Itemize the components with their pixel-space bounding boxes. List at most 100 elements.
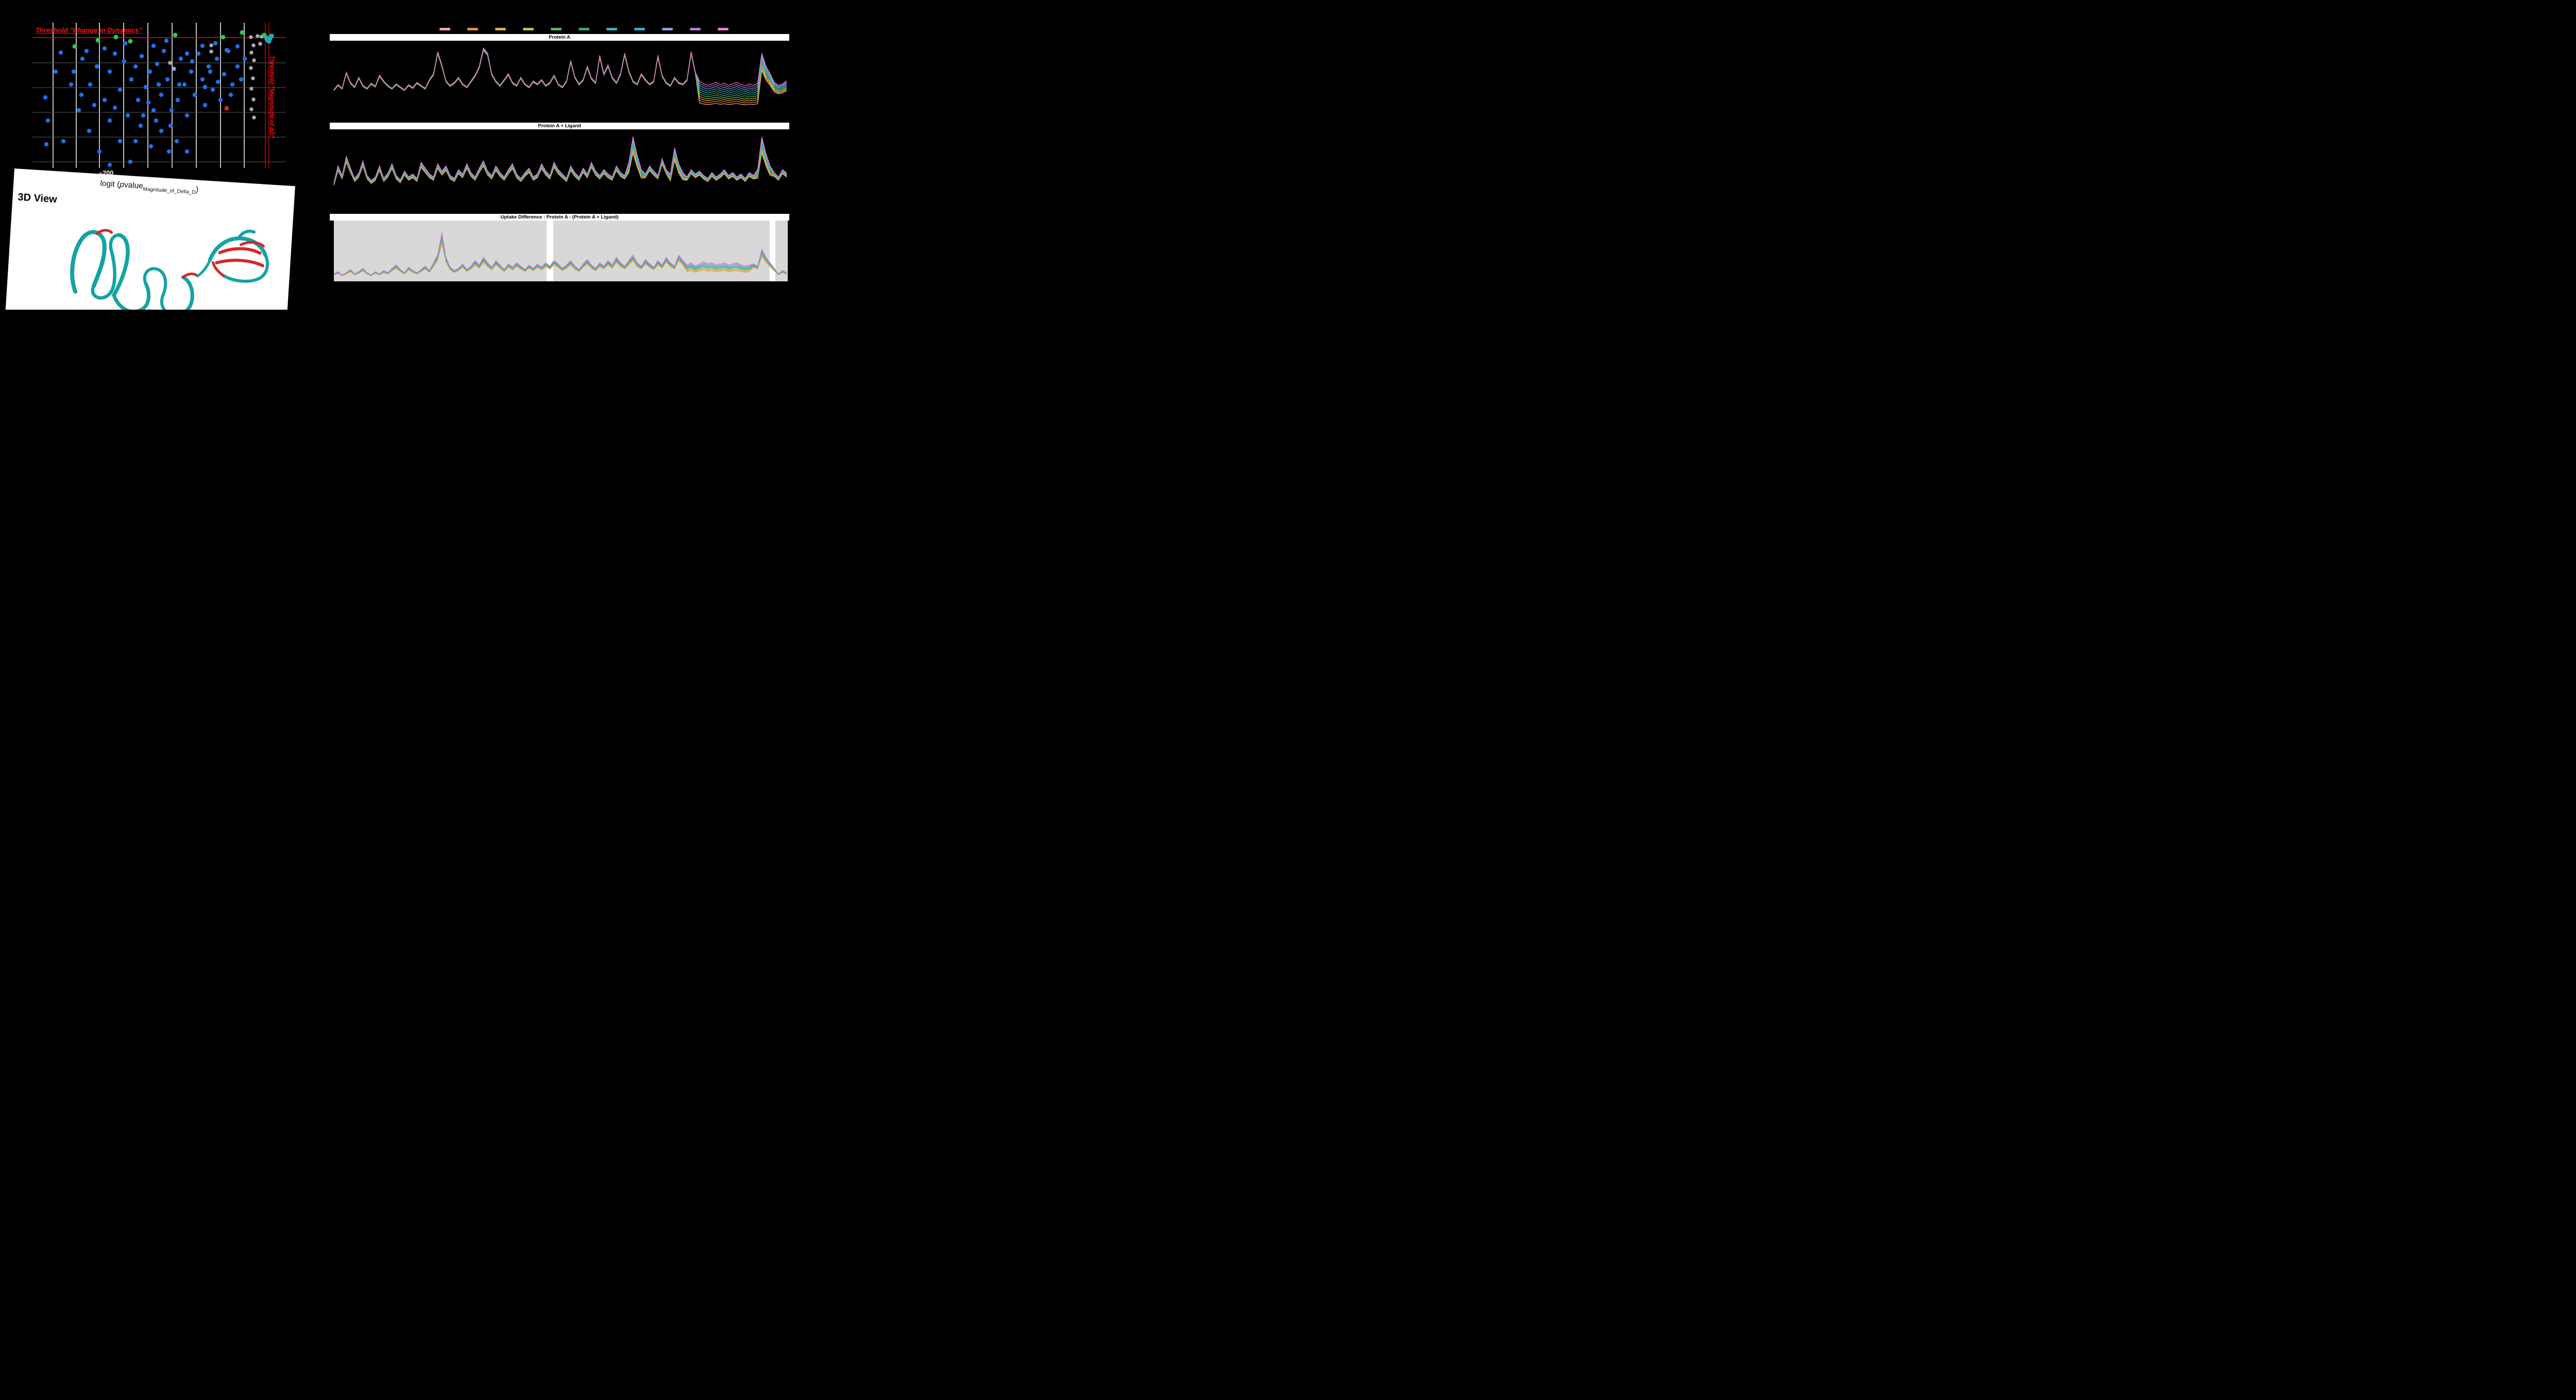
volcano-point[interactable]: [218, 97, 223, 103]
protein-3d-structure[interactable]: [30, 209, 283, 310]
uptake-trace[interactable]: [333, 153, 787, 186]
volcano-point[interactable]: [214, 56, 219, 61]
volcano-point[interactable]: [200, 43, 205, 48]
volcano-point[interactable]: [61, 139, 66, 144]
volcano-point[interactable]: [256, 34, 260, 38]
legend-color-dash[interactable]: [662, 28, 673, 30]
volcano-point[interactable]: [172, 66, 176, 71]
volcano-point[interactable]: [71, 69, 76, 74]
volcano-point[interactable]: [45, 118, 50, 123]
volcano-plot-canvas[interactable]: [32, 23, 286, 168]
volcano-point[interactable]: [184, 51, 190, 56]
volcano-point[interactable]: [251, 76, 255, 80]
volcano-point[interactable]: [249, 107, 253, 111]
volcano-point[interactable]: [123, 41, 128, 46]
volcano-point[interactable]: [249, 87, 253, 91]
volcano-point[interactable]: [224, 47, 229, 53]
volcano-point[interactable]: [129, 77, 134, 82]
volcano-point[interactable]: [190, 59, 195, 64]
volcano-point[interactable]: [79, 92, 84, 97]
volcano-point[interactable]: [177, 82, 182, 87]
legend-color-dash[interactable]: [634, 28, 645, 30]
volcano-point[interactable]: [107, 69, 112, 74]
volcano-point[interactable]: [206, 64, 211, 69]
legend-color-dash[interactable]: [690, 28, 701, 30]
volcano-plot[interactable]: Threshold "Change in Dynamics" Threshold…: [32, 23, 286, 168]
volcano-point[interactable]: [128, 39, 133, 44]
volcano-point[interactable]: [200, 77, 205, 82]
volcano-point[interactable]: [138, 123, 143, 128]
series-legend[interactable]: [439, 28, 728, 31]
legend-color-dash[interactable]: [551, 28, 562, 30]
volcano-point[interactable]: [168, 61, 172, 65]
volcano-point[interactable]: [84, 48, 89, 54]
volcano-point[interactable]: [215, 79, 221, 85]
volcano-point[interactable]: [113, 35, 118, 40]
volcano-point[interactable]: [107, 118, 112, 123]
volcano-point[interactable]: [102, 97, 107, 103]
uptake-trace[interactable]: [333, 47, 787, 90]
uptake-trace[interactable]: [333, 151, 787, 185]
volcano-point[interactable]: [235, 44, 240, 49]
volcano-point[interactable]: [265, 37, 270, 42]
volcano-point[interactable]: [117, 139, 123, 144]
volcano-point[interactable]: [182, 82, 187, 87]
volcano-point[interactable]: [165, 77, 170, 82]
volcano-point[interactable]: [252, 115, 256, 120]
volcano-point[interactable]: [148, 144, 154, 149]
volcano-point[interactable]: [242, 56, 247, 61]
volcano-point[interactable]: [184, 113, 190, 118]
volcano-point[interactable]: [44, 142, 49, 147]
volcano-point[interactable]: [141, 113, 146, 118]
legend-color-dash[interactable]: [467, 28, 478, 30]
volcano-point[interactable]: [222, 72, 227, 77]
volcano-point[interactable]: [151, 43, 156, 48]
volcano-point[interactable]: [122, 59, 127, 64]
uptake-trace[interactable]: [333, 232, 787, 275]
volcano-point[interactable]: [43, 95, 48, 100]
uptake-difference-plot[interactable]: [332, 221, 789, 281]
volcano-point[interactable]: [159, 128, 164, 133]
volcano-point[interactable]: [139, 54, 144, 59]
volcano-point[interactable]: [166, 149, 172, 154]
volcano-point[interactable]: [155, 61, 160, 66]
volcano-point[interactable]: [192, 92, 197, 97]
volcano-point[interactable]: [69, 82, 74, 87]
legend-color-dash[interactable]: [495, 28, 506, 30]
volcano-point[interactable]: [76, 108, 81, 113]
volcano-point[interactable]: [97, 149, 102, 154]
volcano-point[interactable]: [168, 123, 173, 128]
volcano-point[interactable]: [88, 82, 93, 87]
volcano-point[interactable]: [147, 69, 152, 74]
volcano-point[interactable]: [112, 51, 117, 56]
uptake-plot-protein-a-ligand[interactable]: [332, 130, 789, 208]
volcano-point[interactable]: [161, 48, 166, 54]
volcano-point[interactable]: [213, 41, 218, 46]
volcano-point[interactable]: [221, 35, 226, 40]
volcano-point[interactable]: [128, 159, 133, 164]
volcano-point[interactable]: [249, 66, 253, 70]
volcano-point[interactable]: [269, 33, 274, 39]
volcano-point[interactable]: [58, 50, 63, 55]
volcano-point[interactable]: [94, 64, 99, 69]
volcano-point[interactable]: [95, 38, 100, 43]
volcano-point[interactable]: [154, 118, 159, 123]
uptake-trace[interactable]: [333, 49, 787, 102]
legend-color-dash[interactable]: [579, 28, 589, 30]
uptake-trace[interactable]: [333, 48, 787, 94]
uptake-trace[interactable]: [333, 49, 787, 104]
volcano-point[interactable]: [87, 128, 92, 133]
volcano-point[interactable]: [173, 32, 178, 38]
uptake-trace[interactable]: [333, 49, 787, 106]
volcano-point[interactable]: [258, 42, 262, 46]
volcano-point[interactable]: [209, 43, 213, 47]
volcano-point[interactable]: [174, 139, 179, 144]
volcano-point[interactable]: [133, 139, 138, 144]
volcano-point[interactable]: [235, 64, 240, 69]
volcano-point[interactable]: [202, 85, 208, 90]
volcano-point[interactable]: [164, 38, 169, 43]
volcano-point[interactable]: [133, 64, 138, 69]
volcano-point[interactable]: [117, 87, 123, 92]
volcano-point[interactable]: [80, 56, 85, 61]
volcano-point[interactable]: [125, 113, 130, 118]
